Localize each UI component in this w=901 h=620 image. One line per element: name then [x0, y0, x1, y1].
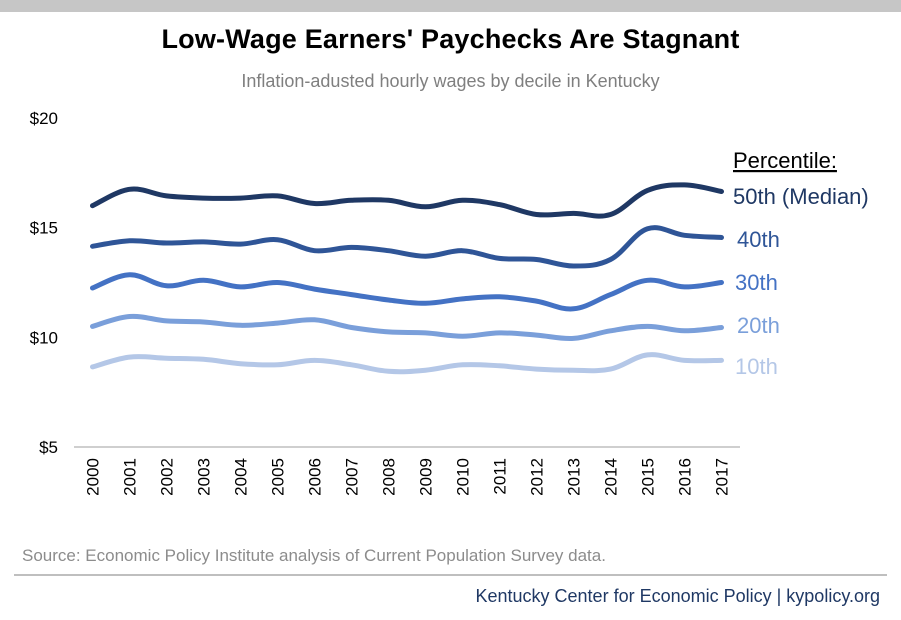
- x-tick-label: 2006: [306, 458, 325, 496]
- series-line-20th: [90, 313, 724, 342]
- x-tick-label: 2000: [84, 458, 103, 496]
- x-tick-label: 2008: [380, 458, 399, 496]
- x-tick-label: 2001: [121, 458, 140, 496]
- footer-divider: [14, 574, 887, 576]
- chart-subtitle: Inflation-adusted hourly wages by decile…: [241, 71, 660, 91]
- series-line-10th: [90, 352, 724, 375]
- legend-title: Percentile:: [733, 148, 837, 173]
- legend-label-10th: 10th: [735, 354, 778, 379]
- x-tick-label: 2014: [602, 458, 621, 496]
- x-tick-label: 2007: [343, 458, 362, 496]
- series-line-40th: [90, 225, 724, 269]
- y-tick-label: $20: [30, 109, 58, 128]
- x-tick-label: 2013: [565, 458, 584, 496]
- series-line-50th: [90, 182, 724, 219]
- y-tick-label: $10: [30, 328, 58, 347]
- legend-label-50th: 50th (Median): [733, 184, 869, 209]
- wage-line-chart: $5 $10 $15 $20 2000 2001 2002 2003 2004 2005 2006 2…: [30, 109, 869, 496]
- legend-label-30th: 30th: [735, 270, 778, 295]
- x-tick-label: 2009: [417, 458, 436, 496]
- chart-axes: $5 $10 $15 $20 2000 2001 2002 2003 2004 2005 2006 2…: [30, 109, 740, 496]
- legend-label-40th: 40th: [737, 227, 780, 252]
- x-tick-label: 2015: [639, 458, 658, 496]
- x-tick-label: 2005: [269, 458, 288, 496]
- x-tick-label: 2017: [713, 458, 732, 496]
- x-tick-label: 2003: [195, 458, 214, 496]
- x-tick-label: 2010: [454, 458, 473, 496]
- chart-legend: Percentile: 50th (Median) 40th 30th 20th 10th: [733, 148, 869, 379]
- series-line-30th: [90, 272, 724, 312]
- legend-label-20th: 20th: [737, 313, 780, 338]
- y-tick-label: $5: [39, 438, 58, 457]
- x-tick-label: 2012: [528, 458, 547, 496]
- x-tick-label: 2004: [232, 458, 251, 496]
- x-tick-label: 2002: [158, 458, 177, 496]
- chart-title: Low-Wage Earners' Paychecks Are Stagnant: [161, 24, 740, 54]
- chart-series: [90, 182, 724, 375]
- x-tick-label: 2011: [491, 458, 510, 495]
- footer-credit: Kentucky Center for Economic Policy | ky…: [475, 586, 881, 606]
- source-note: Source: Economic Policy Institute analys…: [22, 546, 606, 565]
- y-tick-label: $15: [30, 219, 58, 238]
- top-bar: [0, 0, 901, 12]
- x-tick-label: 2016: [676, 458, 695, 496]
